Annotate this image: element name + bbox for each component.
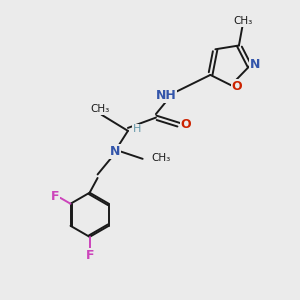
Text: CH₃: CH₃: [234, 16, 253, 26]
Text: N: N: [110, 145, 120, 158]
Text: H: H: [133, 124, 141, 134]
Text: F: F: [85, 249, 94, 262]
Text: O: O: [232, 80, 242, 93]
Text: NH: NH: [156, 89, 177, 102]
Text: CH₃: CH₃: [152, 153, 171, 163]
Text: O: O: [181, 118, 191, 131]
Text: N: N: [250, 58, 260, 71]
Text: CH₃: CH₃: [90, 104, 110, 114]
Text: F: F: [51, 190, 59, 203]
